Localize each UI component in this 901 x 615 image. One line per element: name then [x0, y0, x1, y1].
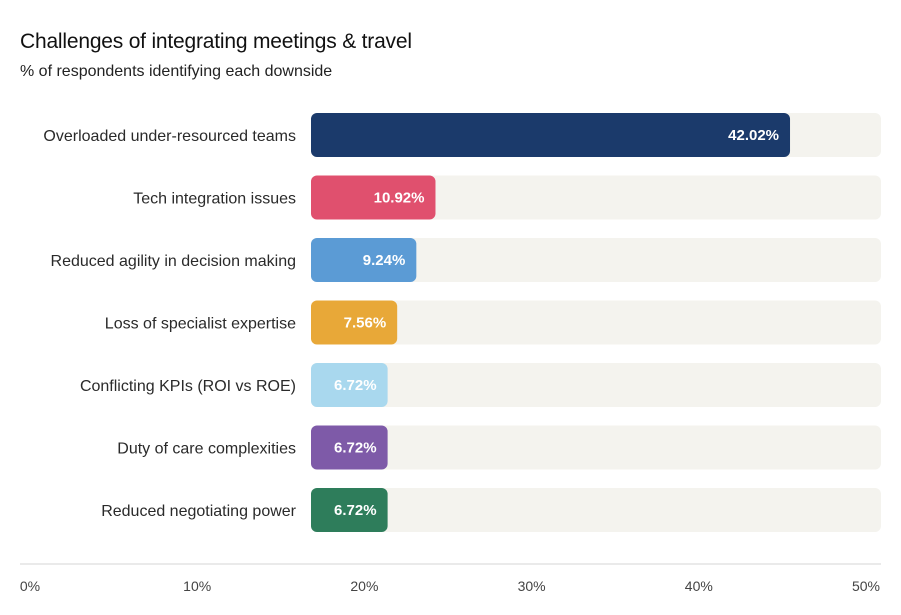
- bar-track: [311, 488, 881, 532]
- value-label: 6.72%: [334, 377, 377, 394]
- bar-track: [311, 300, 881, 345]
- bar-track: [311, 175, 881, 220]
- value-label: 9.24%: [363, 252, 406, 269]
- chart-title: Challenges of integrating meetings & tra…: [20, 30, 412, 53]
- bar[interactable]: [311, 300, 398, 345]
- category-label: Overloaded under-resourced teams: [43, 128, 296, 145]
- value-label: 7.56%: [344, 315, 387, 332]
- x-tick-label: 30%: [518, 578, 546, 594]
- bar[interactable]: [311, 238, 417, 282]
- x-tick-label: 20%: [350, 578, 378, 594]
- category-label: Loss of specialist expertise: [105, 316, 296, 333]
- bar[interactable]: [311, 363, 388, 407]
- bar[interactable]: [311, 175, 436, 220]
- value-label: 42.02%: [728, 127, 779, 144]
- value-label: 10.92%: [374, 190, 425, 207]
- x-tick-label: 40%: [685, 578, 713, 594]
- x-tick-label: 10%: [183, 578, 211, 594]
- x-tick-label: 0%: [20, 578, 40, 594]
- bar-track: [311, 238, 881, 282]
- bar[interactable]: [311, 425, 388, 470]
- bar[interactable]: [311, 488, 388, 532]
- category-label: Duty of care complexities: [117, 441, 296, 458]
- category-label: Reduced agility in decision making: [51, 253, 296, 270]
- bar-track: [311, 425, 881, 470]
- bar-track: [311, 363, 881, 407]
- category-label: Conflicting KPIs (ROI vs ROE): [80, 378, 296, 395]
- category-label: Reduced negotiating power: [101, 503, 296, 520]
- x-tick-label: 50%: [852, 578, 880, 594]
- value-label: 6.72%: [334, 502, 377, 519]
- bar[interactable]: [311, 113, 791, 157]
- chart-subtitle: % of respondents identifying each downsi…: [20, 63, 333, 80]
- value-label: 6.72%: [334, 440, 377, 457]
- category-label: Tech integration issues: [133, 191, 296, 208]
